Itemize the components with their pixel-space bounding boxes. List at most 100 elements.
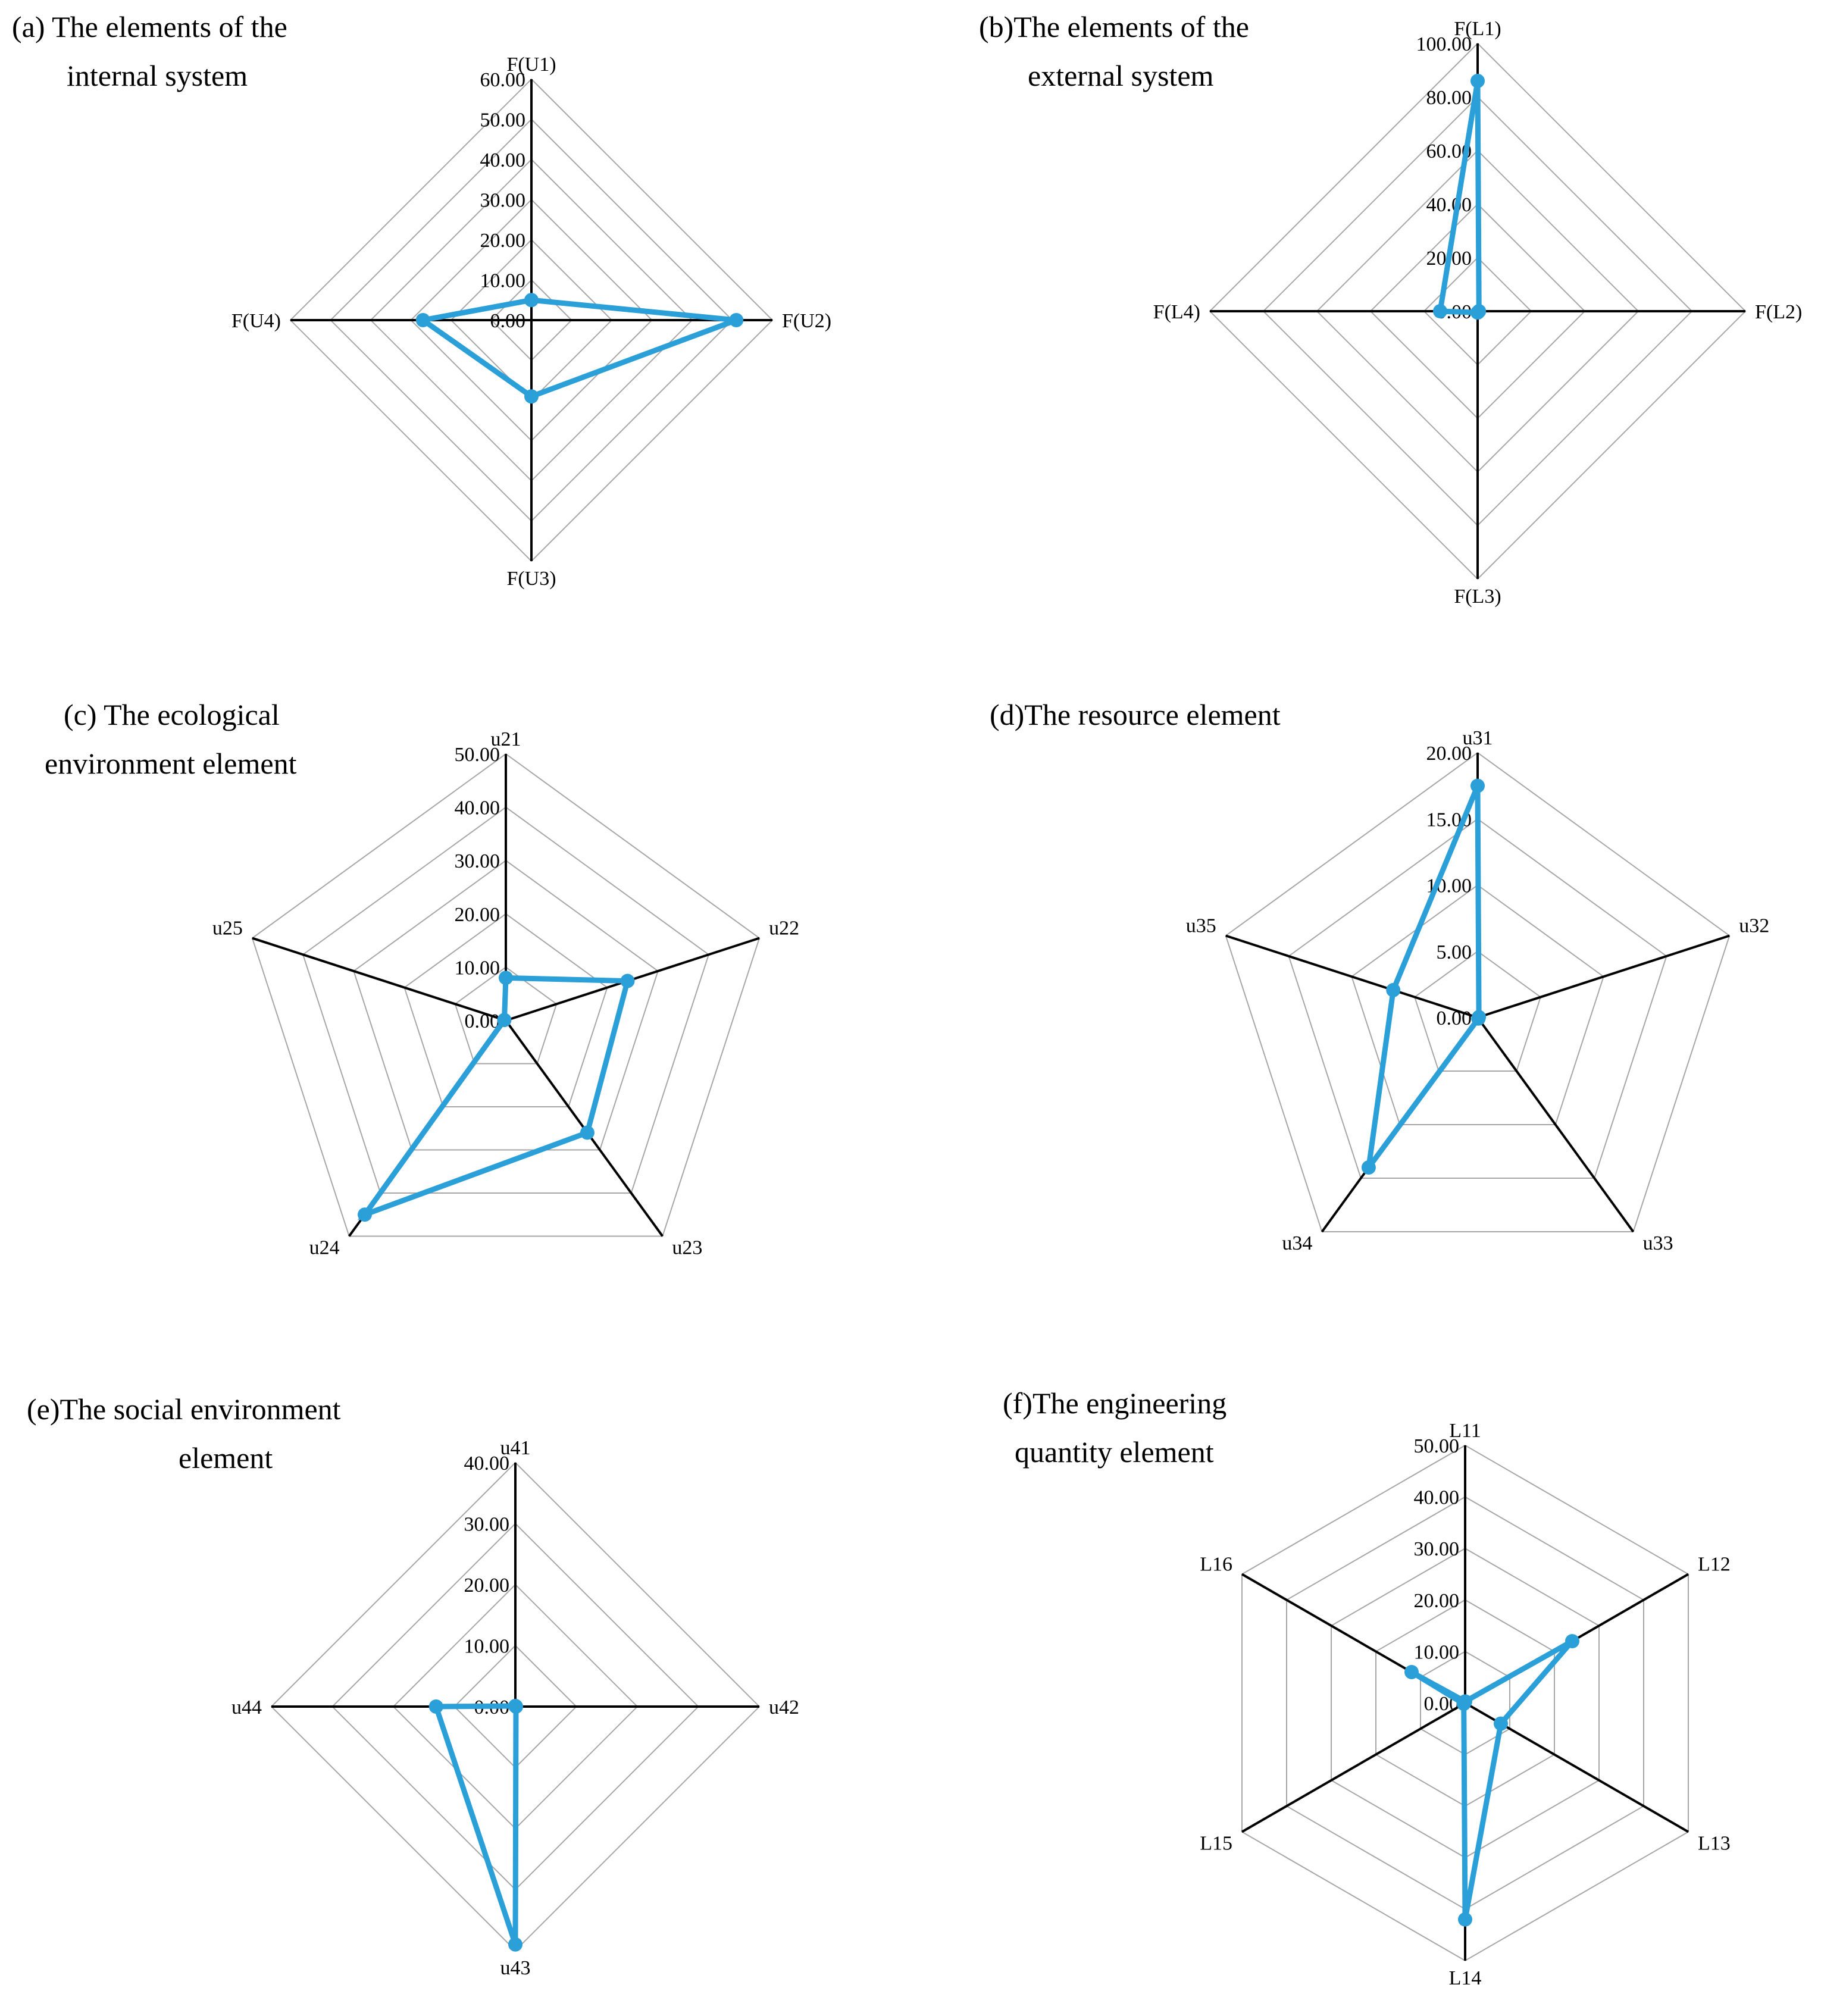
axis-spoke (1225, 934, 1478, 1019)
axis-label: L11 (1449, 1420, 1481, 1442)
tick-label: 40.00 (464, 1452, 510, 1475)
tick-label: 20.00 (455, 904, 500, 926)
axis-label: F(L2) (1755, 301, 1802, 323)
series-line (416, 297, 737, 400)
axis-spoke (252, 937, 506, 1022)
tick-label: 10.00 (1414, 1641, 1460, 1663)
tick-label: 30.00 (480, 190, 526, 212)
grid-ring (1351, 884, 1604, 1126)
tick-label: 0.00 (1437, 1007, 1472, 1029)
tick-label: 20.00 (480, 230, 526, 252)
radar-chart-a: (a) The elements of the internal system 0.… (12, 10, 831, 590)
axis-label: u31 (1463, 727, 1493, 749)
axis-label: F(U4) (231, 310, 281, 332)
data-point (1433, 304, 1447, 318)
grid-ring (454, 966, 558, 1065)
data-point (499, 971, 513, 985)
data-point (729, 313, 744, 327)
tick-label: 30.00 (464, 1514, 510, 1536)
axis-label: L13 (1698, 1833, 1731, 1855)
data-point (358, 1207, 373, 1222)
axis-label: u25 (212, 918, 243, 940)
series-line (432, 1703, 519, 1946)
tick-label: 20.00 (464, 1574, 510, 1596)
chart-title-line: element (179, 1441, 273, 1475)
axis-label: F(U1) (506, 54, 556, 76)
chart-title-line: internal system (67, 59, 248, 92)
data-point (524, 293, 539, 308)
data-point (1386, 982, 1401, 997)
grid-ring (302, 806, 710, 1194)
data-point (1458, 1912, 1472, 1927)
axis-label: u24 (309, 1236, 340, 1259)
axis-label: L16 (1200, 1554, 1232, 1576)
axis-label: u22 (769, 918, 799, 940)
tick-label: 40.00 (1414, 1487, 1460, 1509)
axis-label: F(L1) (1454, 18, 1501, 40)
data-point (1470, 74, 1485, 88)
data-point (1470, 778, 1485, 793)
tick-label: 0.00 (465, 1010, 500, 1032)
data-point (1470, 305, 1485, 320)
axis-label: u32 (1739, 915, 1769, 937)
axis-label: L14 (1449, 1967, 1482, 1989)
data-point (508, 1937, 522, 1952)
tick-label: 30.00 (455, 850, 500, 872)
grid-ring (1288, 818, 1667, 1179)
axis-spoke (1241, 1702, 1466, 1833)
chart-title-line: (f)The engineering (1003, 1386, 1226, 1420)
grid-ring (1225, 752, 1731, 1233)
axis-label: u41 (500, 1437, 531, 1459)
data-point (1493, 1716, 1508, 1731)
data-point (1361, 1160, 1376, 1175)
axis-label: F(U2) (782, 310, 831, 332)
radar-chart-e: (e)The social environmentelement0.0010.0… (27, 1392, 799, 1979)
tick-label: 50.00 (480, 109, 526, 132)
tick-label: 60.00 (480, 69, 526, 91)
data-point (497, 1013, 512, 1028)
grid-ring (353, 859, 659, 1151)
axis-label: L15 (1200, 1833, 1232, 1855)
tick-label: 10.00 (464, 1636, 510, 1658)
axis-spoke (1477, 934, 1730, 1019)
tick-label: 10.00 (480, 270, 526, 292)
axis-label: u21 (491, 728, 521, 750)
tick-label: 5.00 (1437, 941, 1472, 963)
tick-label: 20.00 (1414, 1590, 1460, 1612)
tick-label: 0.00 (490, 310, 526, 332)
grid-ring (403, 913, 608, 1107)
axis-label: u23 (672, 1236, 702, 1259)
axis-label: F(L4) (1153, 301, 1200, 323)
chart-title-line: quantity element (1015, 1435, 1214, 1469)
data-point (524, 389, 539, 404)
chart-title-line: (d)The resource element (990, 698, 1281, 731)
series-line (1410, 1639, 1575, 1920)
tick-label: 40.00 (455, 797, 500, 819)
axis-label: L12 (1698, 1554, 1731, 1576)
data-point (428, 1699, 443, 1714)
axis-label: u43 (500, 1957, 531, 1979)
tick-label: 40.00 (1426, 194, 1472, 216)
chart-title-line: (b)The elements of the (979, 10, 1249, 43)
chart-title-line: (c) The ecological (64, 698, 280, 731)
tick-label: 20.00 (1426, 743, 1472, 765)
tick-label: 30.00 (1414, 1538, 1460, 1560)
axis-spoke (1476, 1016, 1635, 1233)
radar-chart-d: (d)The resource element0.005.0010.0015.0… (990, 698, 1769, 1254)
data-point (620, 973, 635, 988)
tick-label: 50.00 (455, 744, 500, 766)
grid-ring (251, 753, 761, 1237)
tick-label: 40.00 (480, 149, 526, 171)
data-point (1565, 1634, 1579, 1649)
axis-label: F(L3) (1454, 586, 1501, 608)
chart-title-line: external system (1028, 59, 1214, 92)
data-point (580, 1125, 595, 1140)
tick-label: 100.00 (1416, 33, 1472, 55)
axis-label: u33 (1643, 1232, 1673, 1254)
data-point (1471, 1011, 1486, 1026)
tick-label: 50.00 (1414, 1435, 1460, 1457)
tick-label: 10.00 (455, 957, 500, 979)
data-point (415, 313, 430, 327)
radar-chart-c: (c) The ecological environment element 0.0… (45, 698, 799, 1259)
